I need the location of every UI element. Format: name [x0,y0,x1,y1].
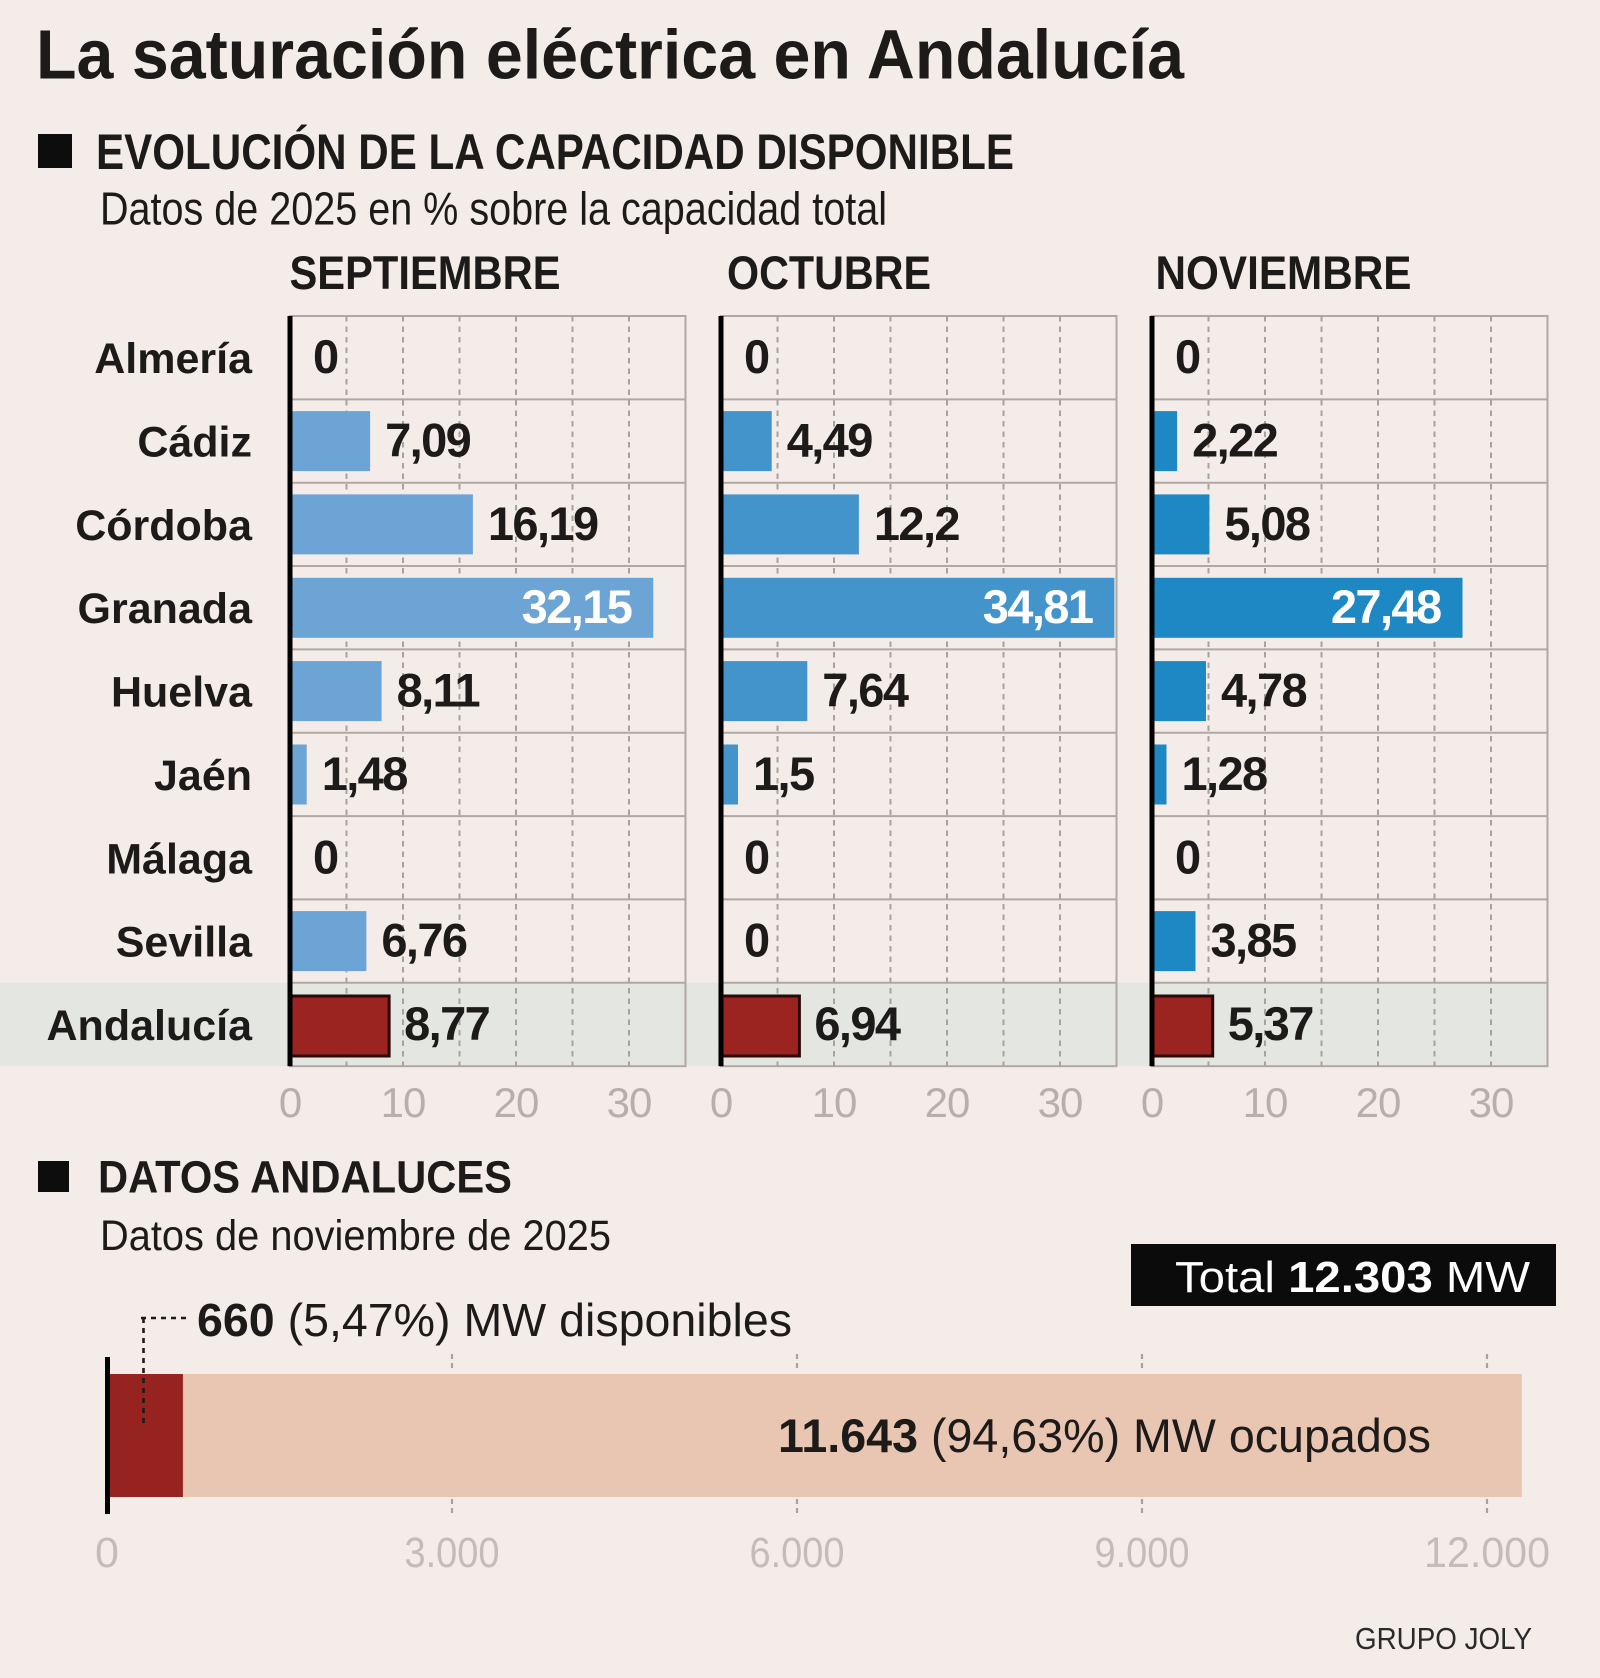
svg-text:20: 20 [494,1079,539,1126]
svg-text:0: 0 [1141,1079,1163,1126]
svg-text:9.000: 9.000 [1095,1529,1190,1577]
svg-text:660 (5,47%) MW disponibles: 660 (5,47%) MW disponibles [197,1294,792,1346]
svg-text:32,15: 32,15 [522,580,632,633]
svg-text:27,48: 27,48 [1331,580,1441,633]
svg-text:0: 0 [95,1529,119,1577]
svg-text:Datos de 2025 en % sobre la ca: Datos de 2025 en % sobre la capacidad to… [100,183,887,235]
svg-text:Almería: Almería [94,335,253,383]
svg-text:5,37: 5,37 [1228,997,1314,1050]
svg-text:1,5: 1,5 [753,747,814,800]
svg-text:1,28: 1,28 [1182,747,1268,800]
svg-text:10: 10 [1243,1079,1288,1126]
svg-text:8,77: 8,77 [404,997,490,1050]
svg-text:0: 0 [710,1079,732,1126]
svg-text:20: 20 [1356,1079,1401,1126]
svg-text:5,08: 5,08 [1224,497,1310,550]
svg-text:DATOS ANDALUCES: DATOS ANDALUCES [98,1152,512,1203]
svg-text:Huelva: Huelva [111,669,253,717]
svg-text:4,49: 4,49 [787,414,873,467]
svg-text:GRUPO JOLY: GRUPO JOLY [1355,1621,1532,1656]
svg-text:10: 10 [381,1079,426,1126]
svg-text:Cádiz: Cádiz [137,419,252,467]
svg-text:Jaén: Jaén [154,752,252,800]
svg-text:Andalucía: Andalucía [47,1002,254,1050]
svg-text:0: 0 [313,830,338,883]
svg-text:Total 12.303 MW: Total 12.303 MW [1175,1253,1531,1302]
svg-text:30: 30 [607,1079,652,1126]
svg-text:30: 30 [1469,1079,1514,1126]
svg-text:7,09: 7,09 [385,414,471,467]
svg-text:NOVIEMBRE: NOVIEMBRE [1156,246,1412,299]
svg-text:Málaga: Málaga [106,835,253,883]
svg-text:12.000: 12.000 [1424,1529,1550,1577]
svg-text:20: 20 [925,1079,970,1126]
svg-text:0: 0 [313,330,338,383]
svg-text:SEPTIEMBRE: SEPTIEMBRE [290,246,561,299]
svg-text:2,22: 2,22 [1192,414,1278,467]
svg-text:0: 0 [744,914,769,967]
svg-text:6,94: 6,94 [814,997,901,1050]
svg-text:4,78: 4,78 [1221,664,1307,717]
svg-text:0: 0 [744,330,769,383]
svg-text:0: 0 [1175,330,1200,383]
svg-text:Córdoba: Córdoba [75,502,253,550]
svg-text:OCTUBRE: OCTUBRE [727,246,931,299]
svg-text:3.000: 3.000 [405,1529,500,1577]
svg-text:11.643 (94,63%) MW ocupados: 11.643 (94,63%) MW ocupados [778,1409,1431,1462]
svg-text:La saturación eléctrica en And: La saturación eléctrica en Andalucía [36,16,1185,94]
svg-text:8,11: 8,11 [397,664,480,717]
svg-text:30: 30 [1038,1079,1083,1126]
svg-text:7,64: 7,64 [822,664,909,717]
svg-text:1,48: 1,48 [322,747,408,800]
svg-text:34,81: 34,81 [983,580,1093,633]
svg-text:6.000: 6.000 [750,1529,845,1577]
svg-text:0: 0 [279,1079,301,1126]
svg-text:Datos de noviembre de 2025: Datos de noviembre de 2025 [100,1212,611,1260]
svg-text:16,19: 16,19 [488,497,598,550]
svg-text:3,85: 3,85 [1211,914,1297,967]
svg-text:0: 0 [1175,830,1200,883]
svg-text:0: 0 [744,830,769,883]
svg-text:12,2: 12,2 [874,497,960,550]
svg-text:10: 10 [812,1079,857,1126]
svg-text:6,76: 6,76 [381,914,467,967]
svg-text:Sevilla: Sevilla [116,919,253,967]
svg-text:EVOLUCIÓN DE LA CAPACIDAD DISP: EVOLUCIÓN DE LA CAPACIDAD DISPONIBLE [96,124,1014,180]
svg-text:Granada: Granada [78,585,254,633]
